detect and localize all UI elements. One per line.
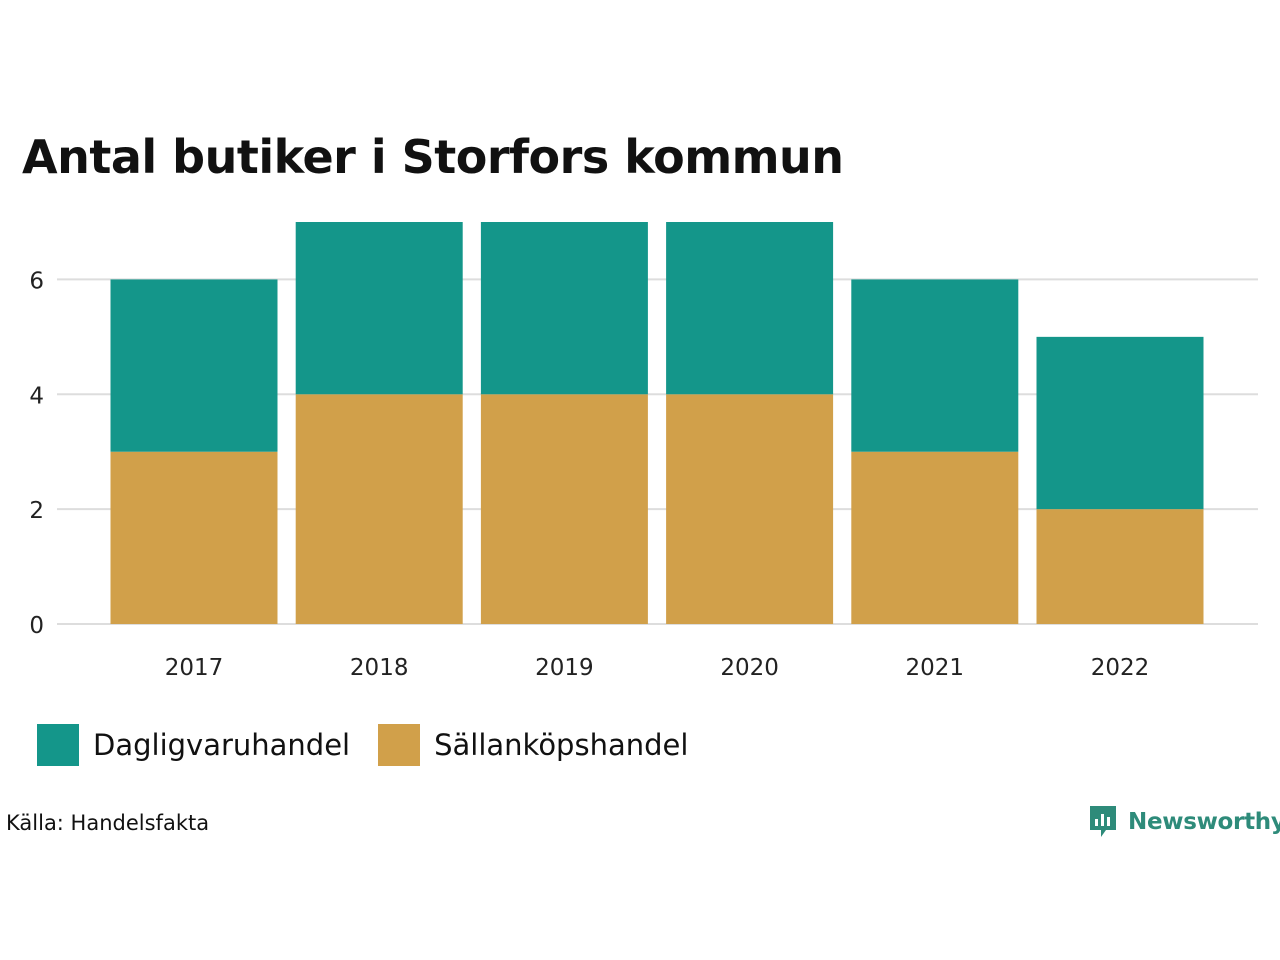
legend-label-dagligvaruhandel: Dagligvaruhandel <box>93 728 351 762</box>
bar-2018-sällanköpshandel <box>295 394 463 624</box>
bar-2021-dagligvaruhandel <box>851 279 1019 452</box>
bar-2022-dagligvaruhandel <box>1036 336 1204 510</box>
legend-swatch-sallankopshandel <box>378 724 421 766</box>
brand-name: Newsworthy <box>1128 809 1280 835</box>
legend-label-sallankopshandel: Sällanköpshandel <box>434 728 689 762</box>
source-note: Källa: Handelsfakta <box>6 811 210 835</box>
y-tick-label-6: 6 <box>29 268 44 294</box>
legend-item-sallankopshandel: Sällanköpshandel <box>378 724 688 766</box>
x-tick-label-2021: 2021 <box>906 655 965 681</box>
y-tick-label-2: 2 <box>29 498 44 524</box>
bar-2020-dagligvaruhandel <box>666 222 834 395</box>
bars <box>110 222 1204 624</box>
bar-2017-dagligvaruhandel <box>110 279 278 452</box>
legend-item-dagligvaruhandel: Dagligvaruhandel <box>37 724 350 766</box>
y-axis-tick-labels: 0 2 4 6 <box>29 268 44 639</box>
bar-2019-dagligvaruhandel <box>480 222 648 395</box>
legend: Dagligvaruhandel Sällanköpshandel <box>37 724 716 766</box>
x-tick-label-2020: 2020 <box>720 655 779 681</box>
x-tick-label-2022: 2022 <box>1091 655 1150 681</box>
y-tick-label-0: 0 <box>29 613 44 639</box>
x-tick-label-2018: 2018 <box>350 655 409 681</box>
newsworthy-logo-icon <box>1090 806 1116 837</box>
x-tick-label-2017: 2017 <box>165 655 224 681</box>
bar-2017-sällanköpshandel <box>110 451 278 624</box>
bar-2021-sällanköpshandel <box>851 451 1019 624</box>
x-axis-tick-labels: 2017 2018 2019 2020 2021 2022 <box>165 655 1150 681</box>
bar-2019-sällanköpshandel <box>480 394 648 624</box>
y-tick-label-4: 4 <box>29 383 44 409</box>
brand-logo: Newsworthy <box>1088 804 1280 840</box>
chart-title: Antal butiker i Storfors kommun <box>22 130 844 184</box>
bar-2020-sällanköpshandel <box>666 394 834 624</box>
legend-swatch-dagligvaruhandel <box>37 724 79 766</box>
bar-2022-sällanköpshandel <box>1036 509 1204 624</box>
x-tick-label-2019: 2019 <box>535 655 594 681</box>
stacked-bar-chart: 0 2 4 6 2017 2018 2019 2020 2021 2022 <box>29 222 1258 681</box>
bar-2018-dagligvaruhandel <box>295 222 463 395</box>
